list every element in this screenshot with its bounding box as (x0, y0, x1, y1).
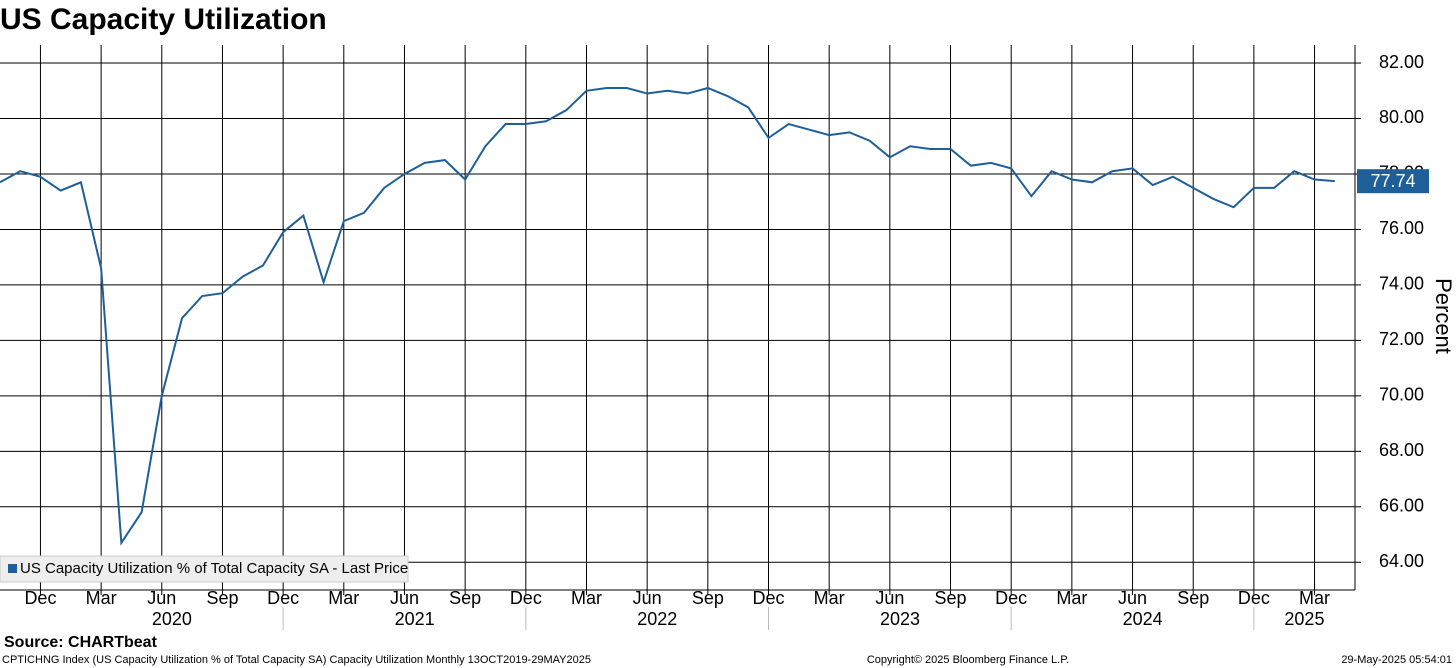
x-tick-label: Jun (147, 588, 176, 608)
y-tick-label: 70.00 (1379, 385, 1424, 405)
x-tick-label: Mar (328, 588, 359, 608)
x-tick-label: Sep (692, 588, 724, 608)
x-tick-label: Jun (633, 588, 662, 608)
y-tick-label: 82.00 (1379, 52, 1424, 72)
x-tick-label: Mar (1056, 588, 1087, 608)
last-price-tag (1357, 169, 1429, 194)
y-tick-label: 68.00 (1379, 440, 1424, 460)
last-price-label: 77.74 (1370, 171, 1415, 191)
x-tick-label: Mar (1299, 588, 1330, 608)
x-tick-label: Sep (449, 588, 481, 608)
y-tick-label: 72.00 (1379, 329, 1424, 349)
year-label: 2022 (637, 609, 677, 629)
source: Source: CHARTbeat (4, 634, 158, 651)
y-tick-label: 74.00 (1379, 274, 1424, 294)
year-label: 2023 (880, 609, 920, 629)
x-tick-label: Mar (86, 588, 117, 608)
year-label: 2021 (395, 609, 435, 629)
footer-right: 29-May-2025 05:54:01 (1341, 654, 1452, 666)
x-tick-label: Dec (1238, 588, 1270, 608)
year-label: 2020 (152, 609, 192, 629)
x-tick-label: Sep (206, 588, 238, 608)
legend-box (0, 555, 409, 583)
x-tick-label: Dec (24, 588, 56, 608)
x-tick-label: Dec (995, 588, 1027, 608)
legend-swatch (8, 564, 17, 573)
x-tick-label: Dec (510, 588, 542, 608)
x-tick-label: Sep (935, 588, 967, 608)
x-tick-label: Jun (390, 588, 419, 608)
y-tick-label: 76.00 (1379, 218, 1424, 238)
year-label: 2024 (1123, 609, 1163, 629)
chart-title: US Capacity Utilization (0, 3, 327, 36)
legend-label: US Capacity Utilization % of Total Capac… (20, 560, 408, 577)
y-tick-label: 64.00 (1379, 551, 1424, 571)
x-tick-label: Dec (752, 588, 784, 608)
footer-left: CPTICHNG Index (US Capacity Utilization … (2, 654, 591, 666)
x-tick-label: Mar (571, 588, 602, 608)
x-tick-label: Sep (1177, 588, 1209, 608)
year-label: 2025 (1284, 609, 1324, 629)
x-tick-label: Jun (875, 588, 904, 608)
x-tick-label: Jun (1118, 588, 1147, 608)
y-tick-label: 66.00 (1379, 496, 1424, 516)
footer-center: Copyright© 2025 Bloomberg Finance L.P. (867, 654, 1069, 666)
y-tick-label: 80.00 (1379, 107, 1424, 127)
series-line (0, 86, 1335, 546)
x-tick-label: Dec (267, 588, 299, 608)
x-tick-label: Mar (814, 588, 845, 608)
y-axis-label: Percent (1431, 278, 1456, 354)
